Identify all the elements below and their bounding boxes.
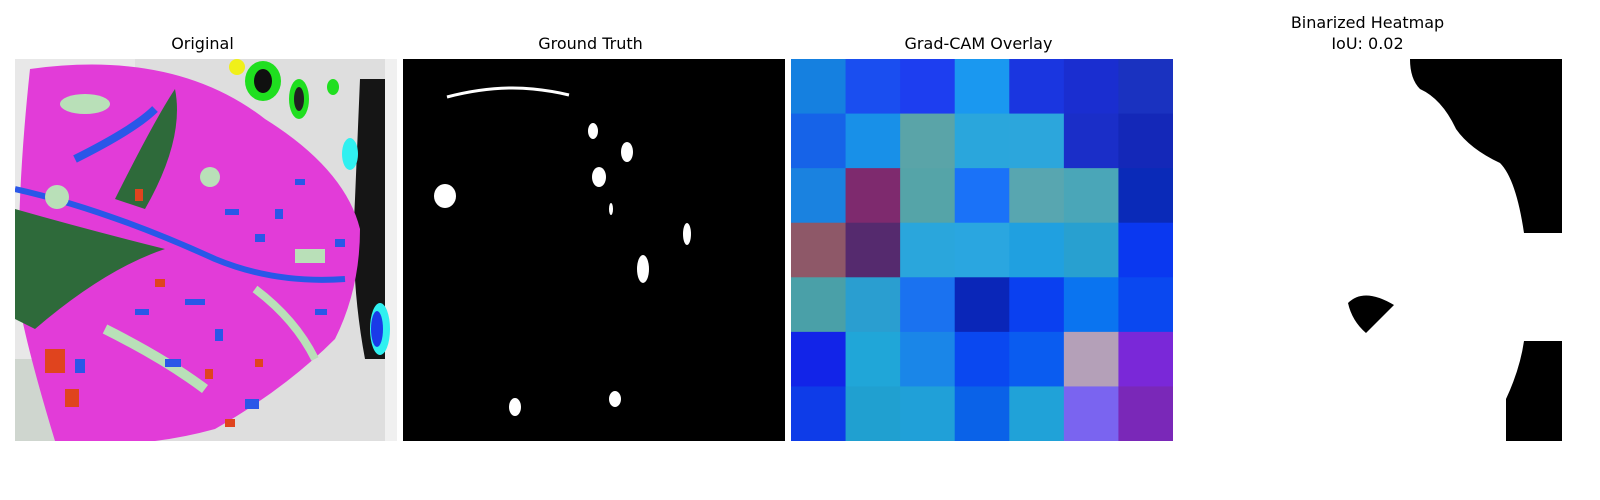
gradcam-cell xyxy=(845,59,901,115)
gradcam-cell xyxy=(1118,277,1173,333)
gradcam-cell xyxy=(791,59,847,115)
gradcam-cell xyxy=(954,331,1010,387)
gradcam-cell xyxy=(1009,59,1065,115)
gradcam-cell xyxy=(1118,59,1173,115)
gradcam-cell xyxy=(1063,113,1119,169)
gradcam-cell xyxy=(900,113,956,169)
gradcam-cell xyxy=(900,168,956,224)
gradcam-cell xyxy=(954,222,1010,278)
gradcam-cell xyxy=(1063,386,1119,441)
gradcam-cell xyxy=(1009,331,1065,387)
gradcam-cell xyxy=(1063,277,1119,333)
gradcam-cell xyxy=(954,168,1010,224)
gradcam-cell xyxy=(1009,113,1065,169)
gradcam-cell xyxy=(791,168,847,224)
gradcam-cell xyxy=(1118,113,1173,169)
panel-title-gradcam: Grad-CAM Overlay xyxy=(904,34,1053,53)
gradcam-cell xyxy=(845,113,901,169)
gradcam-cell xyxy=(1118,331,1173,387)
gradcam-cell xyxy=(954,386,1010,441)
gradcam-cell xyxy=(900,386,956,441)
gradcam-cell xyxy=(1009,277,1065,333)
gradcam-cell xyxy=(1118,168,1173,224)
gradcam-cell xyxy=(900,277,956,333)
binarized-heatmap xyxy=(1180,59,1562,441)
gradcam-overlay xyxy=(791,59,1173,441)
gradcam-cell xyxy=(791,386,847,441)
gradcam-cell xyxy=(954,277,1010,333)
gradcam-cell xyxy=(791,113,847,169)
original-image xyxy=(15,59,397,441)
gradcam-cell xyxy=(900,59,956,115)
gradcam-cell xyxy=(1063,168,1119,224)
gradcam-cell xyxy=(1063,222,1119,278)
panel-title-original: Original xyxy=(171,34,234,53)
gradcam-cell xyxy=(1118,386,1173,441)
gradcam-cell xyxy=(1063,331,1119,387)
gradcam-cell xyxy=(845,331,901,387)
gradcam-cell xyxy=(900,222,956,278)
gradcam-cell xyxy=(791,222,847,278)
panel-title-ground-truth: Ground Truth xyxy=(538,34,643,53)
gradcam-cell xyxy=(1009,222,1065,278)
gradcam-cell xyxy=(954,59,1010,115)
panel-title-binarized: Binarized Heatmap xyxy=(1290,13,1445,32)
gradcam-cell xyxy=(791,331,847,387)
gradcam-cell xyxy=(791,277,847,333)
gradcam-cell xyxy=(1009,168,1065,224)
gradcam-cell xyxy=(1063,59,1119,115)
gradcam-cell xyxy=(845,222,901,278)
gradcam-cell xyxy=(1118,222,1173,278)
iou-label: IoU: 0.02 xyxy=(1331,34,1404,53)
gradcam-cell xyxy=(1009,386,1065,441)
gradcam-cell xyxy=(954,113,1010,169)
gradcam-cell xyxy=(845,168,901,224)
gradcam-cell xyxy=(845,277,901,333)
gradcam-cell xyxy=(845,386,901,441)
gradcam-cell xyxy=(900,331,956,387)
ground-truth-mask xyxy=(403,59,785,441)
